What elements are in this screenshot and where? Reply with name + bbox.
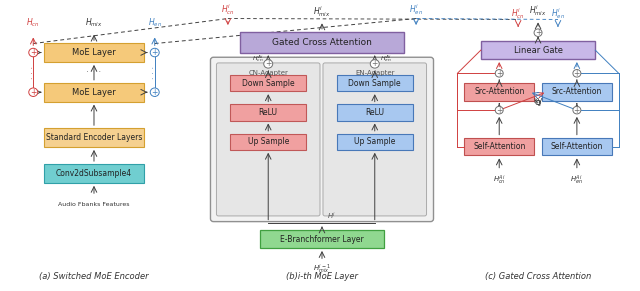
Circle shape — [573, 70, 581, 77]
Circle shape — [495, 107, 503, 114]
Text: EN-Adapter: EN-Adapter — [355, 70, 394, 77]
Text: Down Sample: Down Sample — [348, 79, 401, 88]
Text: $H^i_{mix}$: $H^i_{mix}$ — [529, 3, 547, 17]
Text: +: + — [496, 106, 502, 115]
Circle shape — [534, 29, 542, 36]
Text: $H_{en}$: $H_{en}$ — [148, 16, 162, 29]
Circle shape — [150, 88, 159, 96]
Text: Self-Attention: Self-Attention — [473, 142, 525, 151]
Circle shape — [371, 60, 380, 68]
Text: +: + — [265, 59, 271, 68]
Text: Up Sample: Up Sample — [248, 137, 289, 146]
Text: (a) Switched MoE Encoder: (a) Switched MoE Encoder — [39, 272, 148, 281]
Circle shape — [573, 107, 581, 114]
Text: Src-Attention: Src-Attention — [474, 87, 524, 96]
Text: MoE Layer: MoE Layer — [72, 48, 116, 57]
FancyBboxPatch shape — [230, 134, 306, 150]
FancyBboxPatch shape — [230, 75, 306, 91]
FancyBboxPatch shape — [211, 57, 433, 222]
Text: $H_{mix}$: $H_{mix}$ — [85, 16, 103, 29]
Text: $H^i$: $H^i$ — [327, 210, 336, 222]
FancyBboxPatch shape — [44, 43, 144, 62]
Circle shape — [495, 70, 503, 77]
Text: Audio Fbanks Features: Audio Fbanks Features — [58, 202, 130, 207]
Text: Src-Attention: Src-Attention — [552, 87, 602, 96]
Text: (b)i-th MoE Layer: (b)i-th MoE Layer — [286, 272, 358, 281]
Text: MoE Layer: MoE Layer — [72, 88, 116, 97]
FancyBboxPatch shape — [44, 164, 144, 183]
Text: Standard Encoder Layers: Standard Encoder Layers — [46, 133, 142, 142]
FancyBboxPatch shape — [323, 63, 426, 216]
Text: Q: Q — [536, 100, 541, 106]
Text: $H^{Ai}_{cn}$: $H^{Ai}_{cn}$ — [252, 53, 263, 64]
Text: +: + — [496, 69, 502, 78]
Text: $H^{Ai}_{en}$: $H^{Ai}_{en}$ — [570, 173, 584, 187]
Text: E-Branchformer Layer: E-Branchformer Layer — [280, 235, 364, 244]
Text: $H^{Ai}_{cn}$: $H^{Ai}_{cn}$ — [493, 173, 506, 187]
Circle shape — [264, 60, 273, 68]
Text: ReLU: ReLU — [259, 108, 278, 117]
Text: Linear Gate: Linear Gate — [513, 46, 563, 55]
Text: Conv2dSubsample4: Conv2dSubsample4 — [56, 169, 132, 178]
Text: ReLU: ReLU — [365, 108, 384, 117]
Text: +: + — [30, 48, 36, 57]
FancyBboxPatch shape — [542, 83, 612, 101]
FancyBboxPatch shape — [260, 230, 384, 248]
Text: Q: Q — [534, 100, 540, 106]
Text: (c) Gated Cross Attention: (c) Gated Cross Attention — [485, 272, 591, 281]
Text: CN-Adapter: CN-Adapter — [248, 70, 288, 77]
Text: · · ·: · · · — [150, 66, 159, 79]
FancyBboxPatch shape — [44, 128, 144, 147]
Text: +: + — [30, 88, 36, 97]
Text: $H^i_{en}$: $H^i_{en}$ — [551, 6, 565, 21]
FancyBboxPatch shape — [216, 63, 320, 216]
FancyBboxPatch shape — [337, 75, 413, 91]
Circle shape — [29, 48, 38, 57]
Text: +: + — [573, 69, 580, 78]
Text: Gated Cross Attention: Gated Cross Attention — [272, 38, 372, 47]
FancyBboxPatch shape — [44, 83, 144, 102]
Text: $H^{Ai}_{en}$: $H^{Ai}_{en}$ — [380, 53, 392, 64]
Circle shape — [29, 88, 38, 96]
Text: +: + — [535, 28, 541, 37]
Text: · · ·: · · · — [29, 66, 38, 79]
Text: $H^i_{cn}$: $H^i_{cn}$ — [221, 2, 235, 17]
Text: · · ·: · · · — [86, 67, 102, 77]
FancyBboxPatch shape — [240, 32, 404, 53]
FancyBboxPatch shape — [230, 104, 306, 120]
FancyBboxPatch shape — [465, 138, 534, 155]
Text: Up Sample: Up Sample — [354, 137, 396, 146]
Text: $H_{cn}$: $H_{cn}$ — [26, 16, 40, 29]
Text: $H^i_{cn}$: $H^i_{cn}$ — [511, 6, 525, 21]
Text: KV: KV — [533, 98, 543, 104]
Text: $H^{i-1}_{mix}$: $H^{i-1}_{mix}$ — [313, 263, 331, 276]
Text: +: + — [372, 59, 378, 68]
Text: +: + — [152, 48, 158, 57]
FancyBboxPatch shape — [337, 134, 413, 150]
Text: $H^i_{mix}$: $H^i_{mix}$ — [313, 3, 331, 19]
Text: Self-Attention: Self-Attention — [550, 142, 603, 151]
Text: $H^i_{en}$: $H^i_{en}$ — [409, 2, 423, 17]
Text: +: + — [152, 88, 158, 97]
Circle shape — [150, 48, 159, 57]
FancyBboxPatch shape — [481, 41, 595, 59]
FancyBboxPatch shape — [337, 104, 413, 120]
FancyBboxPatch shape — [465, 83, 534, 101]
FancyBboxPatch shape — [542, 138, 612, 155]
Text: Down Sample: Down Sample — [242, 79, 294, 88]
Text: +: + — [573, 106, 580, 115]
